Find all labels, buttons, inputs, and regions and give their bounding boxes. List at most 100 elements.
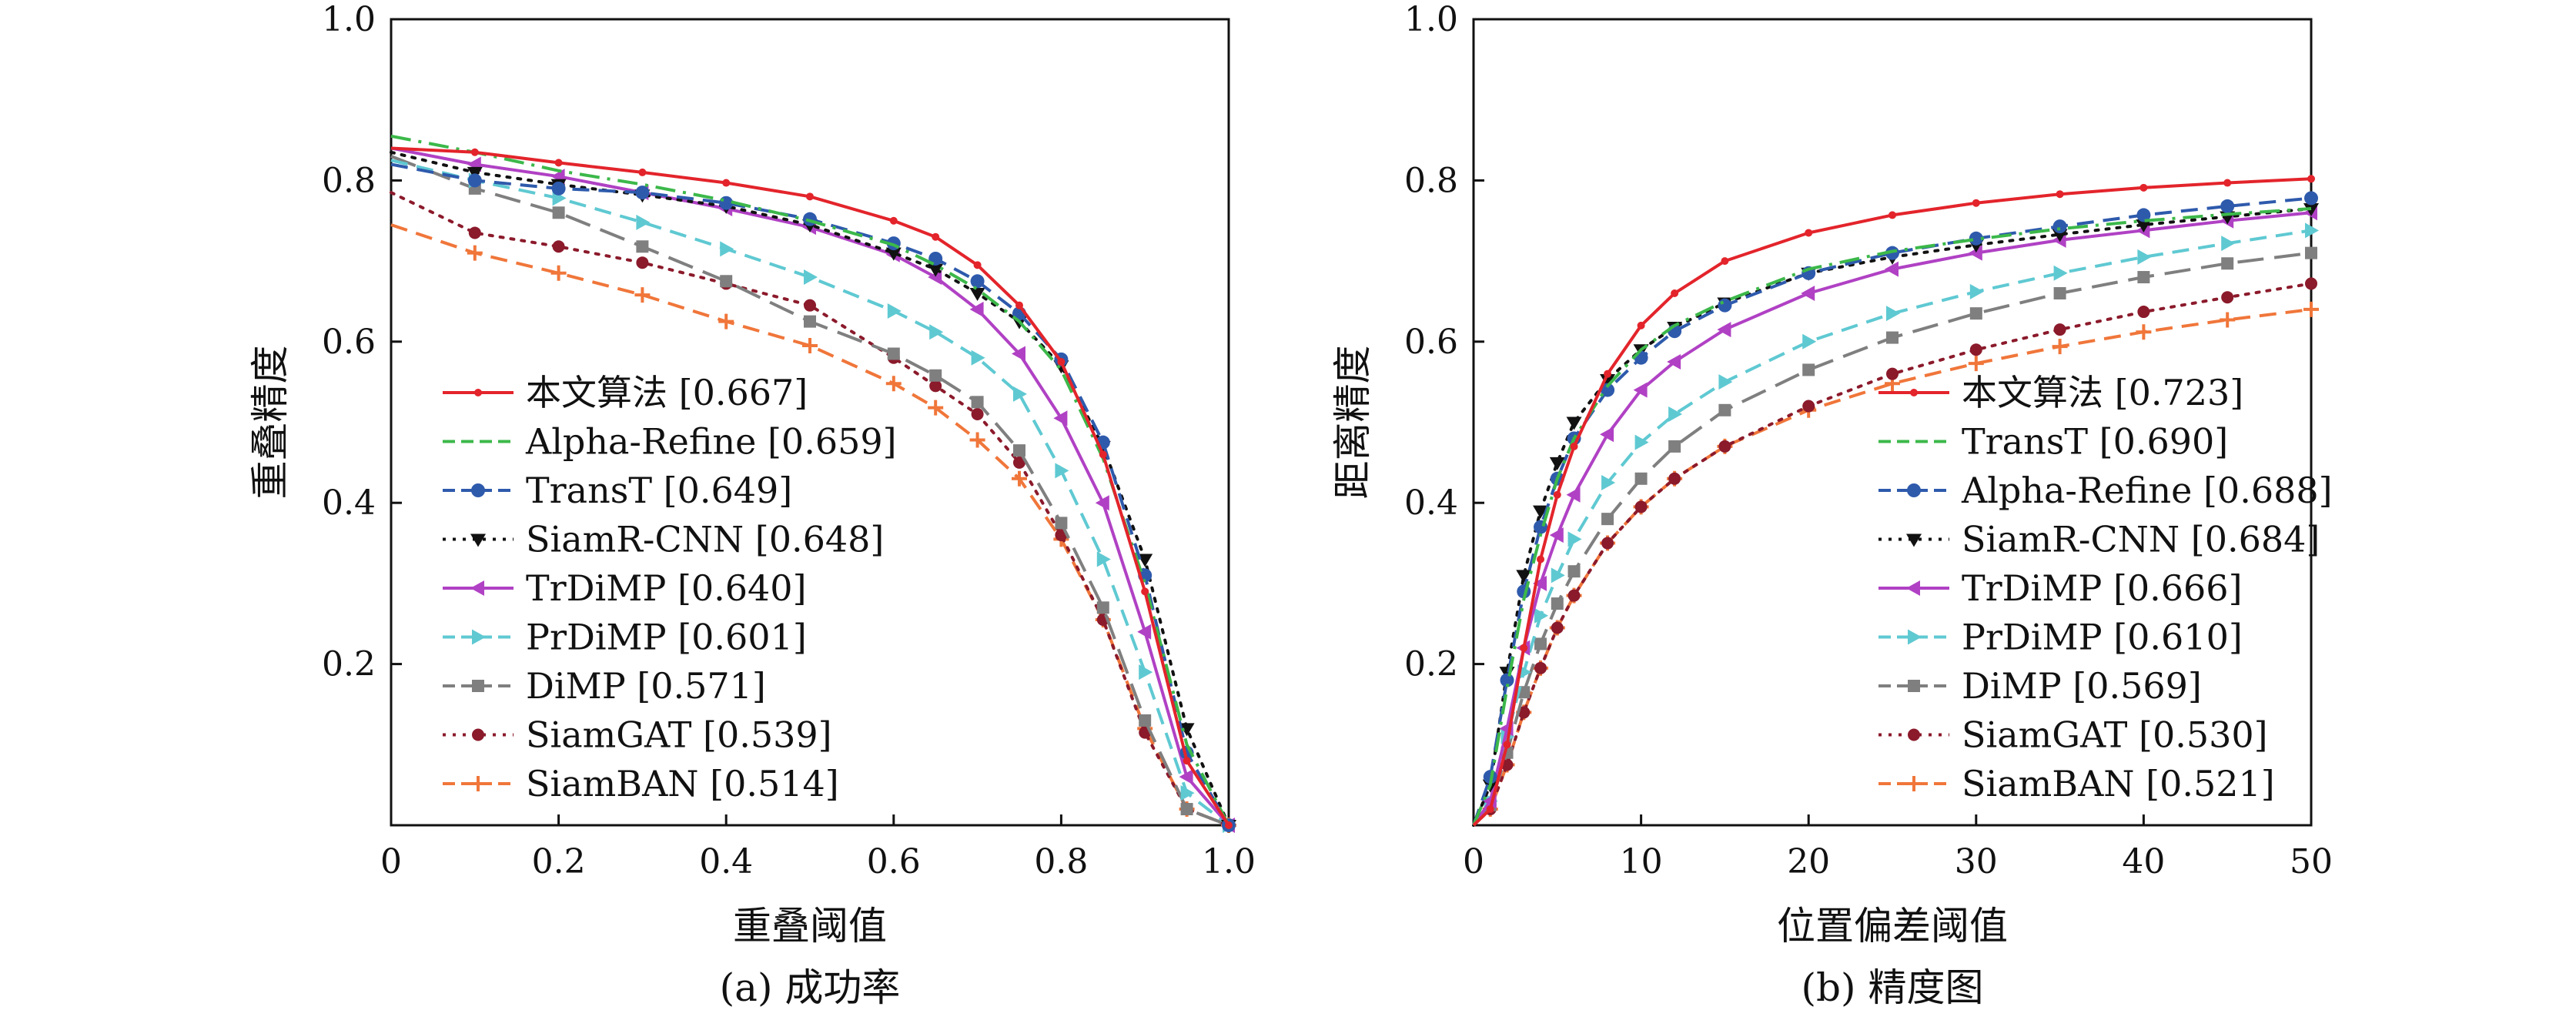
- data-point: [2220, 199, 2235, 213]
- x-tick-label: 50: [2290, 842, 2333, 881]
- x-tick-label: 0: [1463, 842, 1484, 881]
- data-point: [1718, 403, 1731, 416]
- y-axis-label: 重叠精度: [248, 346, 293, 500]
- x-tick-label: 40: [2122, 842, 2165, 881]
- data-point: [720, 275, 733, 288]
- data-point: [1668, 472, 1681, 485]
- data-point: [1886, 367, 1899, 380]
- data-point: [1503, 741, 1511, 749]
- data-point: [885, 376, 902, 392]
- legend-label: TrDiMP [0.666]: [1962, 567, 2243, 609]
- series-line: [1472, 196, 2312, 826]
- precision-plot: 0.2 0.4 0.6 0.8 1.0 0 10 20 30 40 50 位置偏差阈值 距离精度 (b) …: [1330, 0, 2333, 1010]
- data-point: [2136, 208, 2151, 222]
- data-point: [1500, 673, 1514, 687]
- data-point: [1801, 285, 1815, 301]
- x-tick-label: 0.4: [699, 842, 753, 881]
- series-line: [1472, 282, 2313, 827]
- data-point: [552, 240, 565, 253]
- data-point: [1601, 383, 1615, 397]
- series-siamgat: [1472, 277, 2317, 827]
- data-point: [1013, 444, 1025, 457]
- legend: 本文算法 [0.723] TransT [0.690] Alpha-Refine […: [1878, 372, 2333, 804]
- data-point: [467, 173, 482, 188]
- data-point: [969, 287, 985, 301]
- series-本文算法: [390, 146, 1233, 829]
- data-point: [2053, 286, 2066, 299]
- data-point: [1139, 664, 1153, 681]
- legend-marker: [1910, 389, 1918, 396]
- data-point: [636, 240, 649, 253]
- x-tick-label: 0: [380, 842, 402, 881]
- data-point: [803, 212, 817, 226]
- data-point: [2136, 324, 2152, 340]
- data-point: [1802, 363, 1815, 376]
- data-point: [2137, 271, 2150, 284]
- x-tick-label: 0.6: [867, 842, 921, 881]
- legend-entry: SiamGAT [0.530]: [1878, 714, 2268, 756]
- data-point: [1012, 346, 1025, 362]
- legend-label: DiMP [0.571]: [526, 665, 766, 707]
- data-point: [1718, 440, 1731, 453]
- legend-entry: DiMP [0.571]: [443, 665, 766, 707]
- legend-marker: [1906, 580, 1920, 596]
- data-point: [1137, 553, 1153, 567]
- legend-marker: [472, 680, 484, 692]
- data-point: [634, 287, 651, 303]
- data-point: [970, 274, 985, 289]
- data-point: [804, 269, 818, 286]
- series-line: [1472, 251, 2312, 827]
- data-point: [1601, 513, 1614, 526]
- data-point: [636, 256, 649, 269]
- legend-entry: 本文算法 [0.723]: [1878, 372, 2243, 413]
- data-point: [1968, 356, 1984, 372]
- data-point: [1634, 434, 1649, 450]
- data-point: [1634, 472, 1648, 485]
- legend-label: TrDiMP [0.640]: [526, 567, 807, 609]
- data-point: [1139, 714, 1152, 727]
- success-plot: 0.2 0.4 0.6 0.8 1.0 0 0.2 0.4 0.6 0.8 1.0 重叠阈值 重叠精度 (…: [248, 0, 1256, 1010]
- data-point: [1096, 551, 1111, 567]
- series-line: [1472, 207, 2312, 826]
- data-point: [718, 313, 734, 329]
- data-point: [1604, 370, 1612, 378]
- legend-entry: TrDiMP [0.640]: [443, 567, 807, 609]
- figure-caption: (b) 精度图: [1802, 965, 1984, 1010]
- data-point: [1633, 382, 1648, 398]
- x-tick-label: 20: [1787, 842, 1830, 881]
- plot-frame: [390, 18, 1230, 827]
- data-point: [2304, 191, 2318, 206]
- data-point: [552, 206, 565, 219]
- data-point: [1637, 321, 1645, 329]
- data-point: [1802, 400, 1815, 413]
- data-point: [1566, 487, 1581, 503]
- data-point: [2052, 339, 2068, 355]
- data-point: [1969, 307, 1982, 320]
- legend: 本文算法 [0.667] Alpha-Refine [0.659] TransT […: [443, 372, 897, 804]
- data-point: [1141, 587, 1149, 596]
- y-tick-label: 0.4: [1404, 483, 1458, 523]
- legend-label: SiamGAT [0.530]: [1962, 714, 2268, 756]
- data-point: [1179, 769, 1193, 785]
- data-point: [2139, 183, 2148, 192]
- data-point: [969, 432, 985, 448]
- legend-label: Alpha-Refine [0.659]: [525, 421, 897, 463]
- legend-entry: TrDiMP [0.666]: [1878, 567, 2243, 609]
- data-point: [885, 247, 902, 261]
- series-line: [390, 159, 1230, 827]
- data-point: [1718, 374, 1733, 390]
- data-point: [1537, 555, 1545, 564]
- legend-label: TransT [0.690]: [1962, 421, 2228, 463]
- x-axis-label: 重叠阈值: [733, 904, 887, 948]
- data-point: [1567, 589, 1581, 602]
- data-point: [1567, 565, 1581, 578]
- legend-label: TransT [0.649]: [526, 470, 792, 511]
- series-line: [390, 155, 1229, 827]
- y-tick-label: 0.8: [1404, 161, 1458, 200]
- series-layer: [390, 134, 1236, 833]
- legend-entry: SiamGAT [0.539]: [443, 714, 832, 756]
- legend-label: Alpha-Refine [0.688]: [1961, 470, 2333, 511]
- series-line: [1472, 177, 2312, 827]
- data-point: [636, 214, 651, 230]
- figure-caption: (a) 成功率: [720, 965, 901, 1010]
